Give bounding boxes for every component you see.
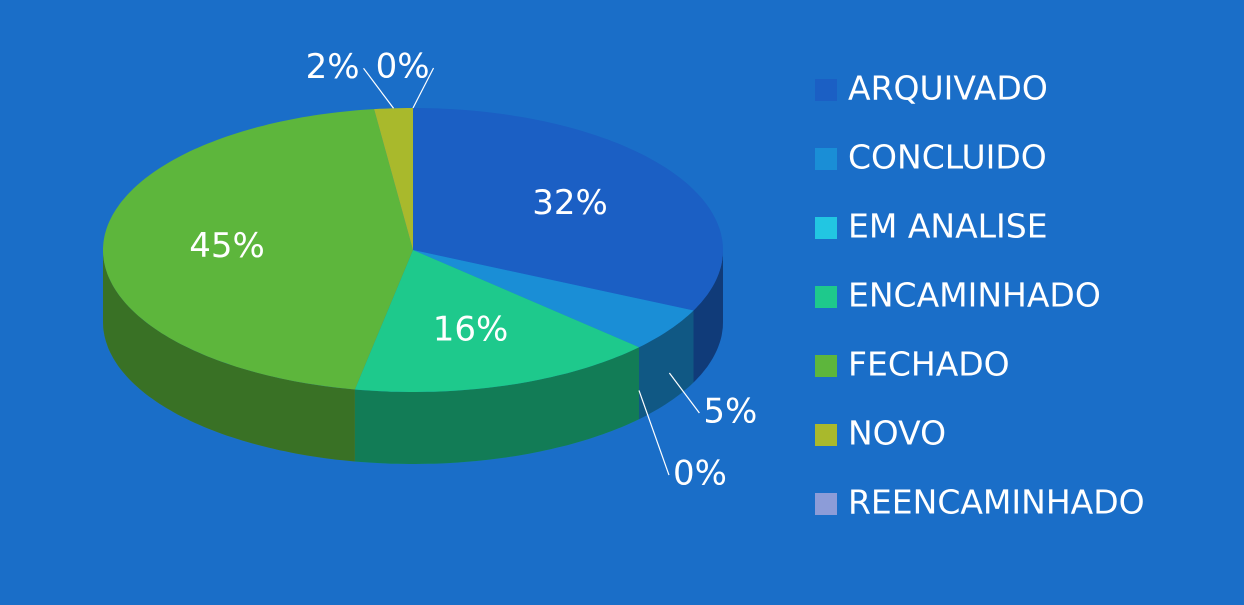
legend-label: NOVO xyxy=(848,414,946,453)
legend-swatch xyxy=(815,217,837,239)
data-label: 0% xyxy=(376,47,430,87)
legend-label: CONCLUIDO xyxy=(848,138,1047,177)
data-label: 16% xyxy=(433,310,509,350)
legend-label: REENCAMINHADO xyxy=(848,483,1145,522)
legend-swatch xyxy=(815,355,837,377)
slice-side xyxy=(354,347,639,464)
legend-label: EM ANALISE xyxy=(848,207,1048,246)
leader-line xyxy=(638,390,670,476)
slice-side xyxy=(693,250,723,383)
slice xyxy=(354,250,639,392)
legend-label: FECHADO xyxy=(848,345,1010,384)
leader-line xyxy=(412,67,435,109)
data-label: 32% xyxy=(532,183,608,223)
slice-side-shade xyxy=(693,250,723,383)
legend-swatch xyxy=(815,148,837,170)
data-label: 5% xyxy=(703,392,757,432)
leader-line xyxy=(668,372,700,414)
slice xyxy=(413,250,694,348)
legend-label: ENCAMINHADO xyxy=(848,276,1101,315)
slice xyxy=(103,109,413,390)
data-label: 2% xyxy=(306,47,360,87)
slice-side xyxy=(639,310,694,420)
slice-side-shade xyxy=(639,310,694,420)
legend-label: ARQUIVADO xyxy=(848,69,1048,108)
slice xyxy=(374,108,413,250)
legend-swatch xyxy=(815,79,837,101)
slice-side-shade xyxy=(354,347,639,464)
slice-side xyxy=(103,250,355,462)
slice-side-shade xyxy=(103,250,355,462)
slice xyxy=(413,108,723,311)
legend-swatch xyxy=(815,493,837,515)
data-label: 0% xyxy=(673,454,727,494)
leader-line xyxy=(363,67,395,109)
legend-swatch xyxy=(815,286,837,308)
data-label: 45% xyxy=(189,226,265,266)
legend-swatch xyxy=(815,424,837,446)
